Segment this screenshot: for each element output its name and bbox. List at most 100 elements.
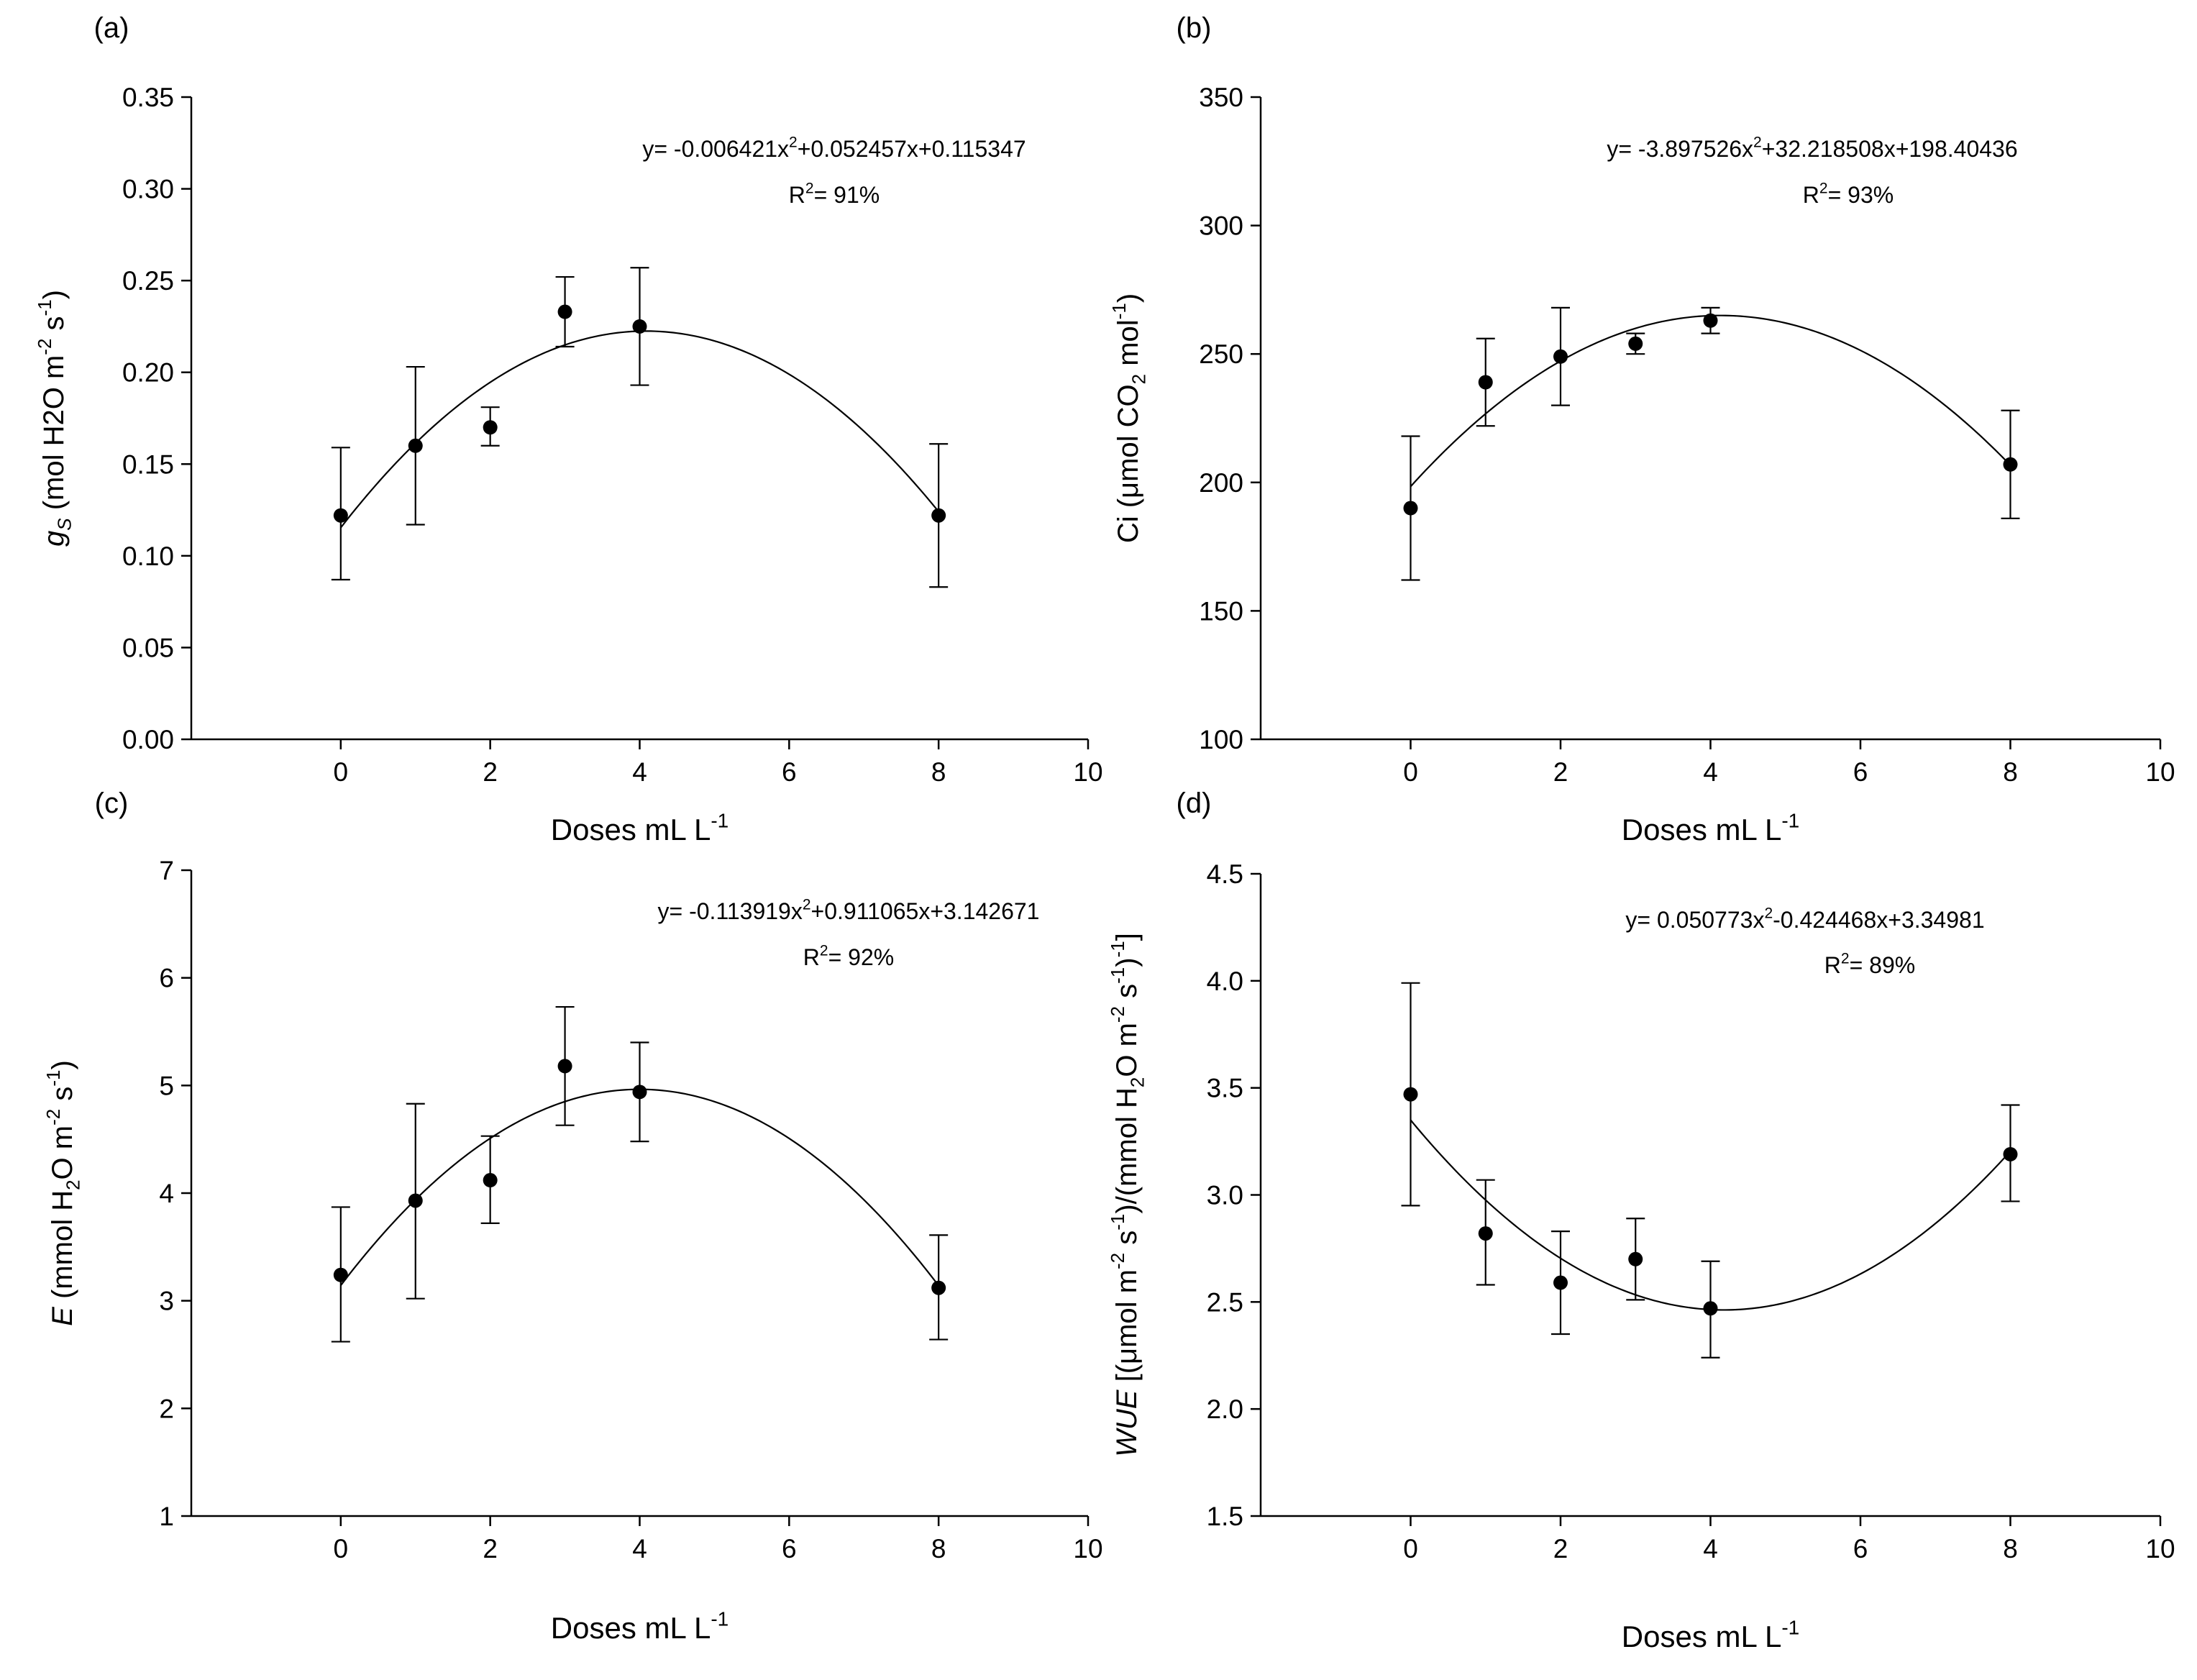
y-tick-label: 300	[1199, 211, 1243, 241]
y-axis-label-part: ]	[1111, 933, 1143, 941]
x-tick-label: 8	[2003, 1534, 2018, 1563]
regression-equation-part: 2	[1764, 905, 1773, 922]
x-tick-label: 8	[931, 1534, 946, 1563]
x-tick-label: 2	[483, 757, 498, 787]
data-point	[333, 508, 348, 523]
regression-equation-part: 2	[803, 897, 811, 913]
data-point	[1403, 1087, 1418, 1102]
data-point	[1628, 1251, 1643, 1266]
y-axis-label-part: 2	[62, 1179, 83, 1190]
x-tick-label: 2	[483, 1534, 498, 1563]
y-axis-label-part: [(μmol m	[1111, 1269, 1143, 1389]
y-axis-label-part: O m	[1111, 1023, 1143, 1077]
data-point	[1553, 349, 1568, 364]
x-axis-label-part: -1	[711, 1607, 728, 1630]
x-tick-label: 6	[782, 757, 797, 787]
y-tick-label: 350	[1199, 83, 1243, 112]
y-tick-label: 4	[159, 1179, 174, 1208]
x-tick-label: 8	[2003, 757, 2018, 787]
y-axis-label-part: S	[53, 518, 75, 531]
y-tick-label: 0.10	[122, 542, 174, 571]
y-axis-label-part: WUE	[1111, 1389, 1143, 1457]
y-axis-label-part: )	[1111, 957, 1143, 967]
data-point	[1478, 1226, 1493, 1241]
x-tick-label: 10	[2145, 757, 2175, 787]
x-tick-label: 0	[334, 1534, 349, 1563]
y-axis-label-part: )	[1113, 293, 1144, 303]
regression-equation-part: 2	[789, 134, 798, 151]
r-squared-part: R	[789, 182, 805, 208]
data-point	[1478, 375, 1493, 390]
data-point	[632, 319, 647, 334]
x-tick-label: 6	[782, 1534, 797, 1563]
data-point	[1628, 336, 1643, 351]
x-tick-label: 10	[1073, 757, 1102, 787]
y-tick-label: 0.25	[122, 266, 174, 296]
data-point	[408, 438, 423, 453]
r-squared-part: R	[1824, 952, 1841, 978]
r-squared-part: 2	[820, 943, 828, 959]
data-point	[931, 1280, 946, 1295]
data-point	[1703, 313, 1718, 328]
x-tick-label: 4	[632, 1534, 647, 1563]
y-axis-label-part: s	[38, 316, 70, 338]
y-axis-label-part: 2	[1128, 374, 1149, 384]
regression-equation-part: +32.218508x+198.40436	[1762, 136, 2018, 162]
x-axis-label-part: -1	[1781, 1616, 1799, 1638]
r-squared: R2= 92%	[803, 943, 894, 970]
y-axis-label-part: s	[1111, 984, 1143, 1006]
y-axis-label-part: -1	[1107, 1214, 1128, 1231]
y-axis-label: WUE [(μmol m-2 s-1)/(mmol H2O m-2 s-1)-1…	[1107, 933, 1148, 1457]
data-point	[2003, 1146, 2018, 1161]
y-axis-label-part: -1	[1107, 941, 1128, 957]
y-tick-label: 250	[1199, 339, 1243, 369]
r-squared-part: 2	[805, 181, 814, 197]
r-squared-part: 2	[1841, 951, 1850, 967]
x-axis-label-part: Doses mL L	[551, 813, 711, 846]
fit-curve	[1410, 314, 2011, 488]
y-tick-label: 4.5	[1207, 859, 1243, 889]
y-axis-label-part: -2	[34, 339, 55, 355]
regression-equation: y= -3.897526x2+32.218508x+198.40436	[1607, 134, 2017, 162]
x-axis-label: Doses mL L-1	[551, 809, 728, 846]
y-tick-label: 200	[1199, 468, 1243, 498]
r-squared-part: 2	[1819, 181, 1828, 197]
panel-label: (b)	[1177, 12, 1212, 44]
y-tick-label: 0.30	[122, 175, 174, 204]
y-tick-label: 150	[1199, 596, 1243, 626]
y-axis-label-part: s	[1111, 1231, 1143, 1253]
data-point	[2003, 457, 2018, 472]
x-tick-label: 4	[632, 757, 647, 787]
regression-equation-part: y= -0.006421x	[642, 136, 789, 162]
x-tick-label: 10	[2145, 1534, 2175, 1563]
y-tick-label: 0.00	[122, 725, 174, 754]
data-point	[1553, 1275, 1568, 1290]
r-squared: R2= 89%	[1824, 951, 1915, 978]
y-tick-label: 0.35	[122, 83, 174, 112]
x-axis-label: Doses mL L-1	[1622, 1616, 1799, 1653]
y-tick-label: 3	[159, 1287, 174, 1316]
y-axis-label-part: )/(mmol H	[1111, 1087, 1143, 1214]
x-tick-label: 6	[1853, 1534, 1868, 1563]
y-axis-label-part: -1	[34, 299, 55, 316]
x-tick-label: 2	[1553, 757, 1568, 787]
regression-equation: y= -0.006421x2+0.052457x+0.115347	[642, 134, 1026, 162]
y-axis-label-part: s	[47, 1087, 78, 1109]
data-point	[632, 1085, 647, 1100]
y-tick-label: 5	[159, 1071, 174, 1100]
y-tick-label: 0.15	[122, 449, 174, 479]
y-tick-label: 2.0	[1207, 1394, 1243, 1424]
regression-equation-part: +0.911065x+3.142671	[811, 898, 1040, 924]
y-axis-label-part: -2	[1107, 1253, 1128, 1269]
y-axis-label: E (mmol H2O m-2 s-1)	[42, 1060, 83, 1326]
data-point	[483, 420, 498, 435]
x-tick-label: 0	[334, 757, 349, 787]
y-tick-label: 3.5	[1207, 1074, 1243, 1103]
x-axis-label-part: Doses mL L	[551, 1611, 711, 1645]
y-axis-label-part: )	[47, 1060, 78, 1069]
data-point	[483, 1173, 498, 1188]
y-tick-label: 2.5	[1207, 1287, 1243, 1317]
x-axis-label-part: -1	[711, 809, 728, 831]
